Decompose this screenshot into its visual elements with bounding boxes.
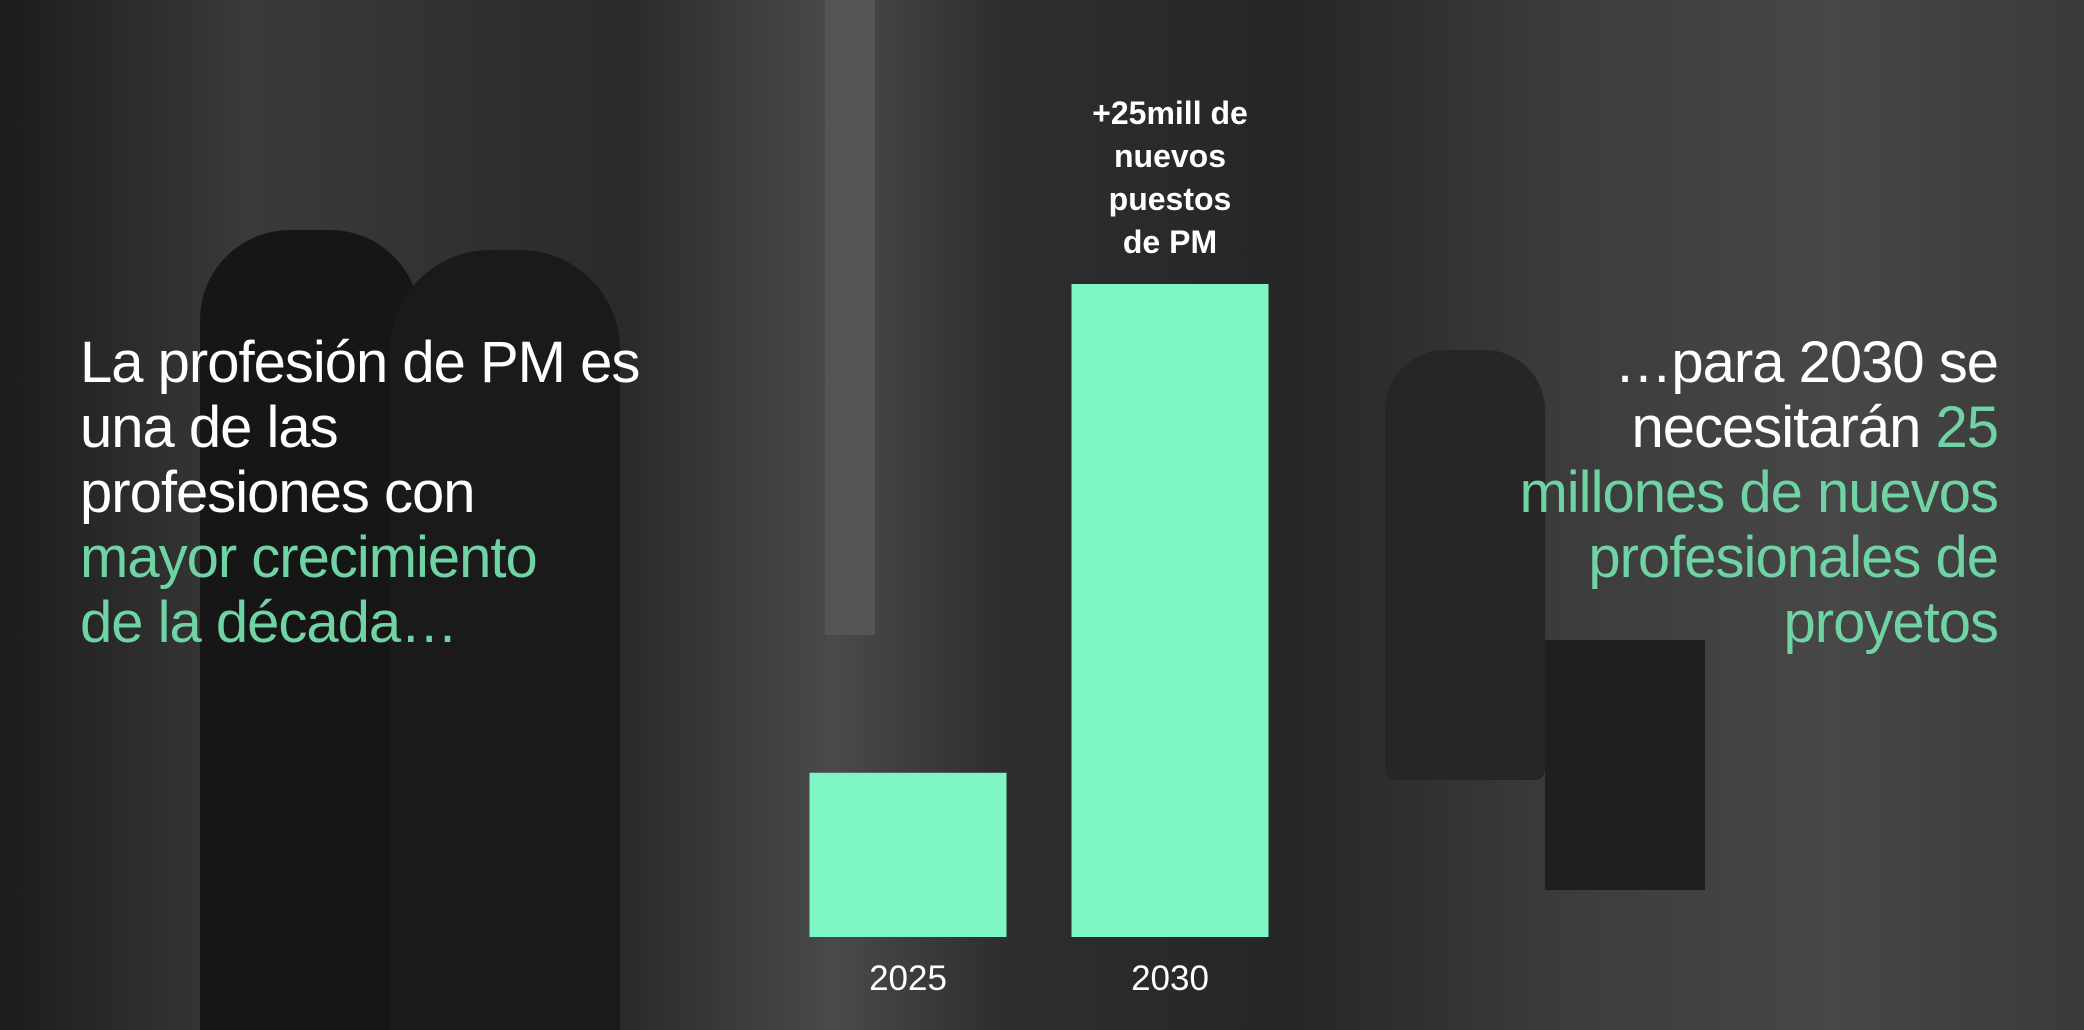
- highlight-line: proyetos: [1783, 590, 1999, 655]
- highlight-line: de la década…: [80, 590, 458, 655]
- right-text: …para 2030 se necesitarán 25 millones de…: [1519, 330, 1999, 655]
- highlight-line: millones de nuevos: [1519, 460, 1999, 525]
- annotation: nuevos: [1114, 138, 1226, 174]
- bar: [809, 772, 1007, 937]
- background-door: [825, 0, 875, 635]
- left-text: La profesión de PM es una de las profesi…: [80, 330, 640, 655]
- text-line: una de las: [80, 395, 339, 460]
- highlight-line: profesionales de: [1588, 525, 1999, 590]
- background-figure: [1385, 350, 1545, 780]
- x-tick-label: 2030: [1131, 959, 1209, 998]
- background-figure: [390, 250, 620, 1030]
- x-tick-label: 2025: [869, 959, 947, 998]
- text-line: necesitarán 25: [1519, 395, 1999, 460]
- highlight-text: 25: [1935, 395, 1999, 460]
- text: necesitarán: [1631, 395, 1922, 460]
- text-line: …para 2030 se: [1614, 330, 1999, 395]
- background-bin: [1545, 640, 1705, 890]
- bar: [1071, 284, 1269, 937]
- annotation: +25mill de: [1092, 95, 1248, 131]
- annotation: puestos: [1109, 181, 1232, 217]
- highlight-line: mayor crecimiento: [80, 525, 538, 590]
- annotation: de PM: [1123, 224, 1217, 260]
- text-line: profesiones con: [80, 460, 475, 525]
- text-line: La profesión de PM es: [80, 330, 640, 395]
- background-figure: [200, 230, 420, 1030]
